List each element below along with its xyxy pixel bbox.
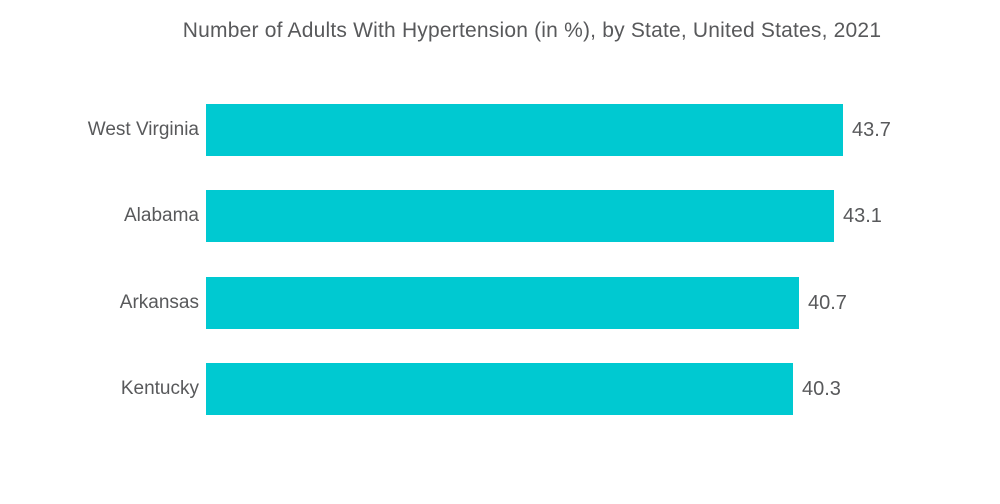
category-label-alabama: Alabama: [124, 205, 199, 226]
bar-row: Alabama 43.1: [0, 190, 1000, 242]
value-label-alabama: 43.1: [843, 204, 882, 227]
value-label-west-virginia: 43.7: [852, 118, 891, 141]
category-label-kentucky: Kentucky: [120, 378, 199, 399]
bar-row: West Virginia 43.7: [0, 104, 1000, 156]
bar-kentucky: [206, 363, 793, 415]
value-label-kentucky: 40.3: [802, 377, 841, 400]
bar-west-virginia: [206, 104, 843, 156]
bar-row: Kentucky 40.3: [0, 363, 1000, 415]
chart-title: Number of Adults With Hypertension (in %…: [182, 19, 882, 42]
bar-alabama: [206, 190, 834, 242]
value-label-arkansas: 40.7: [808, 291, 847, 314]
bar-row: Arkansas 40.7: [0, 277, 1000, 329]
category-label-arkansas: Arkansas: [119, 292, 199, 313]
bar-arkansas: [206, 277, 799, 329]
category-label-west-virginia: West Virginia: [87, 119, 199, 140]
